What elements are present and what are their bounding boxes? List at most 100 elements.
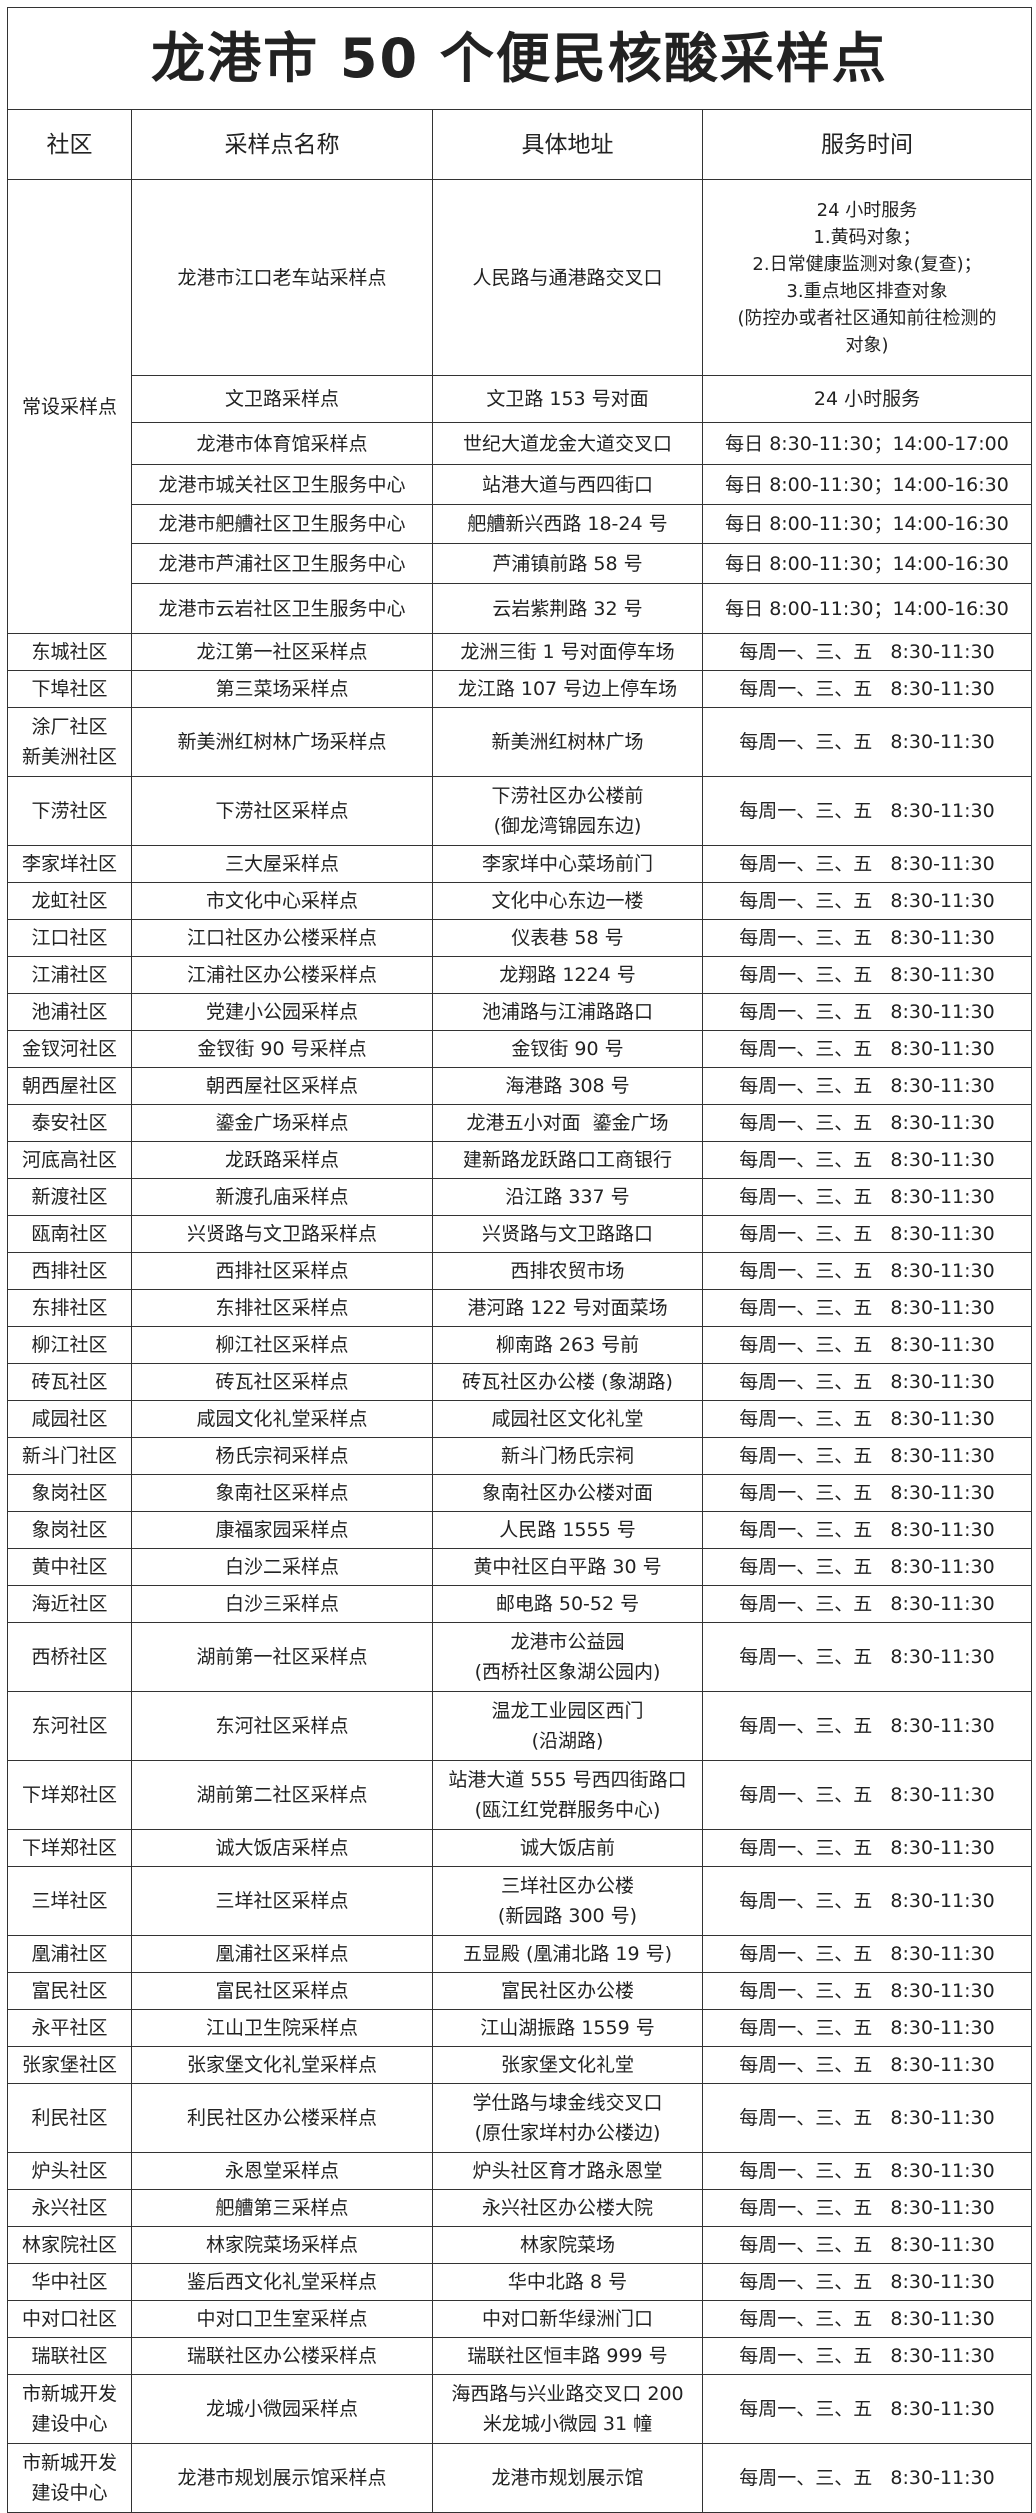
site-name-cell: 凰浦社区采样点 — [131, 1935, 433, 1973]
community-cell: 李家垟社区 — [7, 845, 132, 883]
service-time-cell: 每周一、三、五 8:30-11:30 — [702, 1104, 1032, 1142]
community-cell-line: 池浦社区 — [31, 1001, 108, 1023]
community-cell: 东河社区 — [7, 1691, 132, 1761]
table-row: 永兴社区 舥艚第三采样点 永兴社区办公楼大院 每周一、三、五 8:30-11:30 — [7, 2189, 1032, 2227]
header-row: 社区 采样点名称 具体地址 服务时间 — [7, 109, 1032, 180]
address-cell-line: 人民路 1555 号 — [499, 1519, 636, 1541]
community-cell-line: 华中社区 — [31, 2271, 108, 2293]
community-cell-line: 新美洲社区 — [21, 746, 117, 768]
service-time-cell: 每日 8:30-11:30；14:00-17:00 — [702, 422, 1032, 465]
address-cell-line: 池浦路与江浦路路口 — [481, 1001, 653, 1023]
community-cell-line: 西排社区 — [31, 1260, 108, 1282]
community-cell-line: 砖瓦社区 — [31, 1371, 108, 1393]
service-time-cell-line: 每周一、三、五 8:30-11:30 — [739, 2107, 995, 2129]
site-name-cell-line: 湖前第二社区采样点 — [196, 1784, 368, 1806]
table-row: 富民社区 富民社区采样点 富民社区办公楼 每周一、三、五 8:30-11:30 — [7, 1972, 1032, 2010]
address-cell: 三垟社区办公楼 (新园路 300 号) — [432, 1866, 703, 1936]
community-cell-line: 江浦社区 — [31, 964, 108, 986]
table-row: 西排社区 西排社区采样点 西排农贸市场 每周一、三、五 8:30-11:30 — [7, 1252, 1032, 1290]
address-cell: 建新路龙跃路口工商银行 — [432, 1141, 703, 1179]
site-name-cell: 瑞联社区办公楼采样点 — [131, 2337, 433, 2375]
site-name-cell: 利民社区办公楼采样点 — [131, 2083, 433, 2153]
community-cell-line: 新渡社区 — [31, 1186, 108, 1208]
address-cell-line: 下涝社区办公楼前 — [491, 785, 644, 807]
address-cell: 仪表巷 58 号 — [432, 919, 703, 957]
service-time-cell: 每周一、三、五 8:30-11:30 — [702, 1548, 1032, 1586]
site-name-cell-line: 张家堡文化礼堂采样点 — [186, 2054, 377, 2076]
community-cell-line: 永平社区 — [31, 2017, 108, 2039]
service-time-cell-line: 24 小时服务 — [816, 199, 918, 221]
service-time-cell-line: 每周一、三、五 8:30-11:30 — [739, 1260, 995, 1282]
community-cell: 凰浦社区 — [7, 1935, 132, 1973]
site-name-cell: 江浦社区办公楼采样点 — [131, 956, 433, 994]
address-cell-line: 世纪大道龙金大道交叉口 — [462, 432, 672, 455]
community-cell: 市新城开发 建设中心 — [7, 2374, 132, 2444]
site-name-cell: 象南社区采样点 — [131, 1474, 433, 1512]
community-cell: 瓯南社区 — [7, 1215, 132, 1253]
address-cell: 兴贤路与文卫路路口 — [432, 1215, 703, 1253]
service-time-cell-line: 每周一、三、五 8:30-11:30 — [739, 1890, 995, 1912]
address-cell-line: 兴贤路与文卫路路口 — [481, 1223, 653, 1245]
address-cell-line: (西桥社区象湖公园内) — [474, 1661, 661, 1683]
community-cell-line: 建设中心 — [31, 2413, 108, 2435]
table-row: 新渡社区 新渡孔庙采样点 沿江路 337 号 每周一、三、五 8:30-11:30 — [7, 1178, 1032, 1216]
community-cell: 炉头社区 — [7, 2152, 132, 2190]
community-cell-line: 西桥社区 — [31, 1646, 108, 1668]
table-row: 龙港市芦浦社区卫生服务中心 芦浦镇前路 58 号 每日 8:00-11:30；14:… — [8, 543, 1032, 584]
service-time-cell-line: 每周一、三、五 8:30-11:30 — [739, 1519, 995, 1541]
page-title: 龙港市 50 个便民核酸采样点 — [7, 7, 1032, 110]
address-cell-line: 龙翔路 1224 号 — [499, 964, 636, 986]
service-time-cell-line: 每周一、三、五 8:30-11:30 — [739, 890, 995, 912]
address-cell: 文卫路 153 号对面 — [432, 375, 703, 423]
address-cell-line: 炉头社区育才路永恩堂 — [472, 2160, 663, 2182]
site-name-cell: 新美洲红树林广场采样点 — [131, 707, 433, 777]
address-cell-line: 富民社区办公楼 — [500, 1980, 634, 2002]
site-name-cell: 三垟社区采样点 — [131, 1866, 433, 1936]
table-row: 中对口社区 中对口卫生室采样点 中对口新华绿洲门口 每周一、三、五 8:30-11:3… — [7, 2300, 1032, 2338]
site-name-cell: 砖瓦社区采样点 — [131, 1363, 433, 1401]
table-row: 张家堡社区 张家堡文化礼堂采样点 张家堡文化礼堂 每周一、三、五 8:30-11:30 — [7, 2046, 1032, 2084]
service-time-cell-line: 每周一、三、五 8:30-11:30 — [739, 1223, 995, 1245]
address-cell-line: 仪表巷 58 号 — [511, 927, 624, 949]
service-time-cell-line: 每周一、三、五 8:30-11:30 — [739, 1149, 995, 1171]
header-address: 具体地址 — [432, 109, 703, 180]
site-name-cell-line: 柳江社区采样点 — [215, 1334, 349, 1356]
community-cell-line: 中对口社区 — [21, 2308, 117, 2330]
service-time-cell-line: 每周一、三、五 8:30-11:30 — [739, 1784, 995, 1806]
community-cell: 金钗河社区 — [7, 1030, 132, 1068]
service-time-cell-line: 每周一、三、五 8:30-11:30 — [739, 731, 995, 753]
site-name-cell: 鎏金广场采样点 — [131, 1104, 433, 1142]
community-cell-line: 利民社区 — [31, 2107, 108, 2129]
table-row: 永平社区 江山卫生院采样点 江山湖振路 1559 号 每周一、三、五 8:30-11:… — [7, 2009, 1032, 2047]
site-name-cell-line: 江山卫生院采样点 — [205, 2017, 358, 2039]
table-row: 金钗河社区 金钗街 90 号采样点 金钗街 90 号 每周一、三、五 8:30-11:… — [7, 1030, 1032, 1068]
table-row: 东城社区 龙江第一社区采样点 龙洲三街 1 号对面停车场 每周一、三、五 8:30-1… — [7, 633, 1032, 671]
site-name-cell-line: 龙江第一社区采样点 — [196, 641, 368, 663]
service-time-cell: 每周一、三、五 8:30-11:30 — [702, 1935, 1032, 1973]
site-name-cell-line: 龙港市城关社区卫生服务中心 — [158, 473, 406, 496]
community-cell-line: 新斗门社区 — [21, 1445, 117, 1467]
address-cell-line: 龙洲三街 1 号对面停车场 — [460, 641, 675, 663]
community-cell: 永平社区 — [7, 2009, 132, 2047]
sampling-points-table: 龙港市 50 个便民核酸采样点 社区 采样点名称 具体地址 服务时间 常设采样点… — [7, 7, 1032, 2513]
table-row: 新斗门社区 杨氏宗祠采样点 新斗门杨氏宗祠 每周一、三、五 8:30-11:30 — [7, 1437, 1032, 1475]
table-row: 池浦社区 党建小公园采样点 池浦路与江浦路路口 每周一、三、五 8:30-11:30 — [7, 993, 1032, 1031]
service-time-cell: 每周一、三、五 8:30-11:30 — [702, 670, 1032, 708]
address-cell: 海西路与兴业路交叉口 200 米龙城小微园 31 幢 — [432, 2374, 703, 2444]
service-time-cell-line: 对象) — [845, 334, 889, 356]
site-name-cell: 下涝社区采样点 — [131, 776, 433, 846]
community-cell: 华中社区 — [7, 2263, 132, 2301]
service-time-cell-line: 每日 8:00-11:30；14:00-16:30 — [725, 597, 1009, 620]
service-time-cell: 每周一、三、五 8:30-11:30 — [702, 919, 1032, 957]
service-time-cell: 每周一、三、五 8:30-11:30 — [702, 993, 1032, 1031]
address-cell-line: 芦浦镇前路 58 号 — [492, 552, 643, 575]
table-row: 瑞联社区 瑞联社区办公楼采样点 瑞联社区恒丰路 999 号 每周一、三、五 8:30-… — [7, 2337, 1032, 2375]
community-cell-line: 市新城开发 — [21, 2452, 117, 2474]
community-cell: 海近社区 — [7, 1585, 132, 1623]
community-cell-line: 朝西屋社区 — [21, 1075, 117, 1097]
address-cell: 新斗门杨氏宗祠 — [432, 1437, 703, 1475]
service-time-cell-line: 每周一、三、五 8:30-11:30 — [739, 1943, 995, 1965]
community-cell-line: 咸园社区 — [31, 1408, 108, 1430]
site-name-cell-line: 舥艚第三采样点 — [215, 2197, 349, 2219]
table-row: 文卫路采样点 文卫路 153 号对面 24 小时服务 — [8, 375, 1032, 423]
